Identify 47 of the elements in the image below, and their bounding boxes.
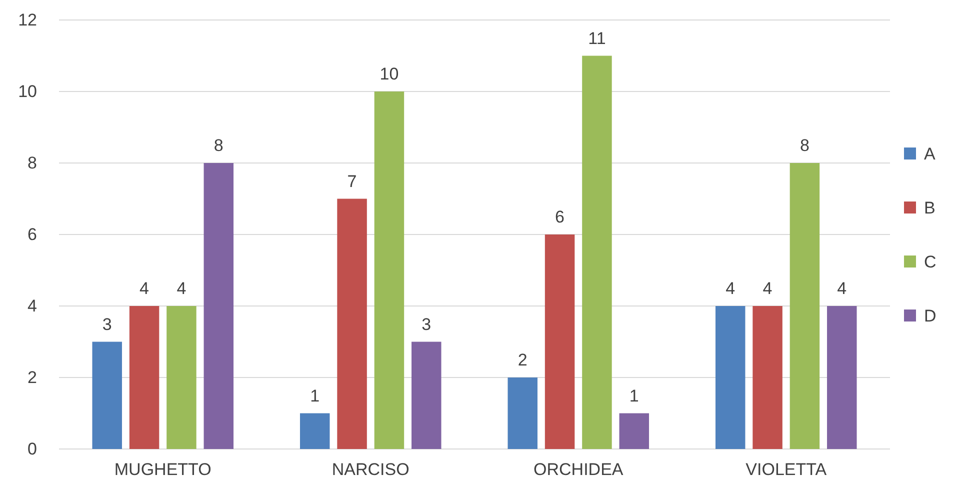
data-label: 11 xyxy=(588,28,606,48)
x-tick-label: MUGHETTO xyxy=(114,460,212,480)
bar xyxy=(129,306,160,449)
data-label: 4 xyxy=(176,279,186,298)
bar xyxy=(544,234,575,449)
x-tick-label: ORCHIDEA xyxy=(534,460,624,480)
y-tick-label: 0 xyxy=(28,439,37,458)
x-tick-label: NARCISO xyxy=(332,460,410,480)
bar xyxy=(374,92,404,449)
data-label: 1 xyxy=(310,386,320,406)
data-label: 1 xyxy=(629,386,639,406)
bar xyxy=(582,56,612,449)
bar xyxy=(508,378,538,449)
data-label: 10 xyxy=(380,64,399,84)
y-tick-label: 10 xyxy=(18,82,37,101)
bar xyxy=(827,306,857,449)
bar xyxy=(790,163,820,449)
data-label: 4 xyxy=(140,279,150,298)
data-label: 4 xyxy=(837,279,847,298)
bar xyxy=(619,413,650,449)
data-label: 2 xyxy=(518,350,528,370)
legend-label: C xyxy=(924,252,936,272)
legend-label: D xyxy=(924,306,936,326)
bar xyxy=(166,306,196,449)
data-label: 8 xyxy=(214,136,224,155)
data-label: 4 xyxy=(762,279,772,298)
data-label: 8 xyxy=(800,136,810,155)
legend-label: A xyxy=(924,144,936,164)
data-label: 7 xyxy=(347,172,357,191)
y-tick-label: 12 xyxy=(18,10,37,30)
bar xyxy=(752,306,782,449)
bar xyxy=(715,306,746,449)
data-label: 4 xyxy=(726,279,736,298)
bar xyxy=(300,413,330,449)
x-tick-label: VIOLETTA xyxy=(746,460,828,480)
y-tick-label: 6 xyxy=(28,224,37,244)
y-tick-label: 4 xyxy=(28,296,37,316)
y-tick-label: 8 xyxy=(28,153,37,172)
bar xyxy=(204,163,234,449)
bar xyxy=(92,342,122,449)
bar xyxy=(337,198,367,449)
y-tick-label: 2 xyxy=(28,368,37,387)
data-label: 6 xyxy=(555,208,565,226)
legend-label: B xyxy=(924,198,936,218)
bar xyxy=(412,342,442,449)
data-label: 3 xyxy=(102,314,112,334)
data-label: 3 xyxy=(422,314,432,334)
